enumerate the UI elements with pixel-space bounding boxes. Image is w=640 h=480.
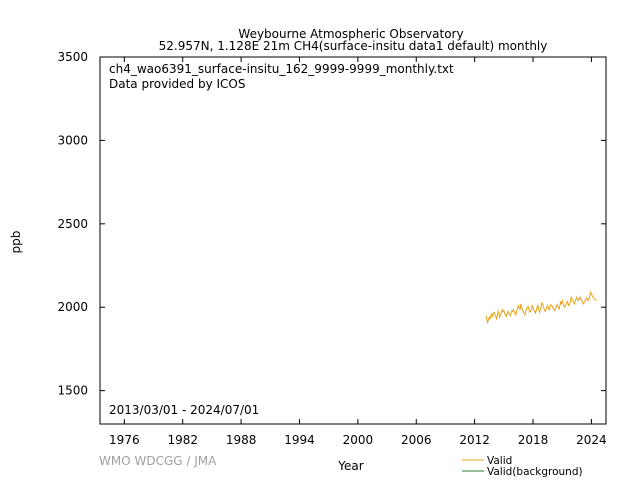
y-tick-label: 1500 (57, 384, 88, 398)
x-tick-label: 2018 (518, 433, 549, 447)
x-tick-label: 2006 (401, 433, 432, 447)
legend-label-valid: Valid (487, 455, 512, 467)
x-tick-label: 1994 (284, 433, 315, 447)
y-tick-label: 2500 (57, 217, 88, 231)
x-axis: 1976 1982 1988 1994 2000 2006 2012 2018 2024 (109, 57, 607, 447)
date-range-label: 2013/03/01 - 2024/07/01 (109, 403, 259, 417)
x-tick-label: 1988 (226, 433, 257, 447)
x-tick-label: 2024 (576, 433, 607, 447)
legend: Valid Valid(background) (462, 455, 583, 478)
provider-label: Data provided by ICOS (109, 77, 245, 91)
y-tick-label: 3500 (57, 50, 88, 64)
x-tick-label: 1976 (109, 433, 140, 447)
watermark: WMO WDCGG / JMA (99, 454, 217, 468)
y-axis-label: ppb (9, 231, 23, 254)
y-tick-label: 2000 (57, 300, 88, 314)
x-tick-label: 1982 (167, 433, 198, 447)
x-tick-label: 2000 (343, 433, 374, 447)
x-axis-label: Year (337, 459, 363, 473)
y-axis: 1500 2000 2500 3000 3500 (57, 50, 606, 398)
file-label: ch4_wao6391_surface-insitu_162_9999-9999… (109, 62, 454, 76)
y-tick-label: 3000 (57, 133, 88, 147)
series-line-valid (485, 290, 597, 324)
x-tick-label: 2012 (459, 433, 490, 447)
plot-frame (99, 56, 607, 425)
series-layer (485, 290, 597, 324)
chart-title: Weybourne Atmospheric Observatory (238, 27, 463, 41)
legend-label-valid-background: Valid(background) (487, 466, 583, 478)
chart-subtitle: 52.957N, 1.128E 21m CH4(surface-insitu d… (159, 39, 548, 53)
